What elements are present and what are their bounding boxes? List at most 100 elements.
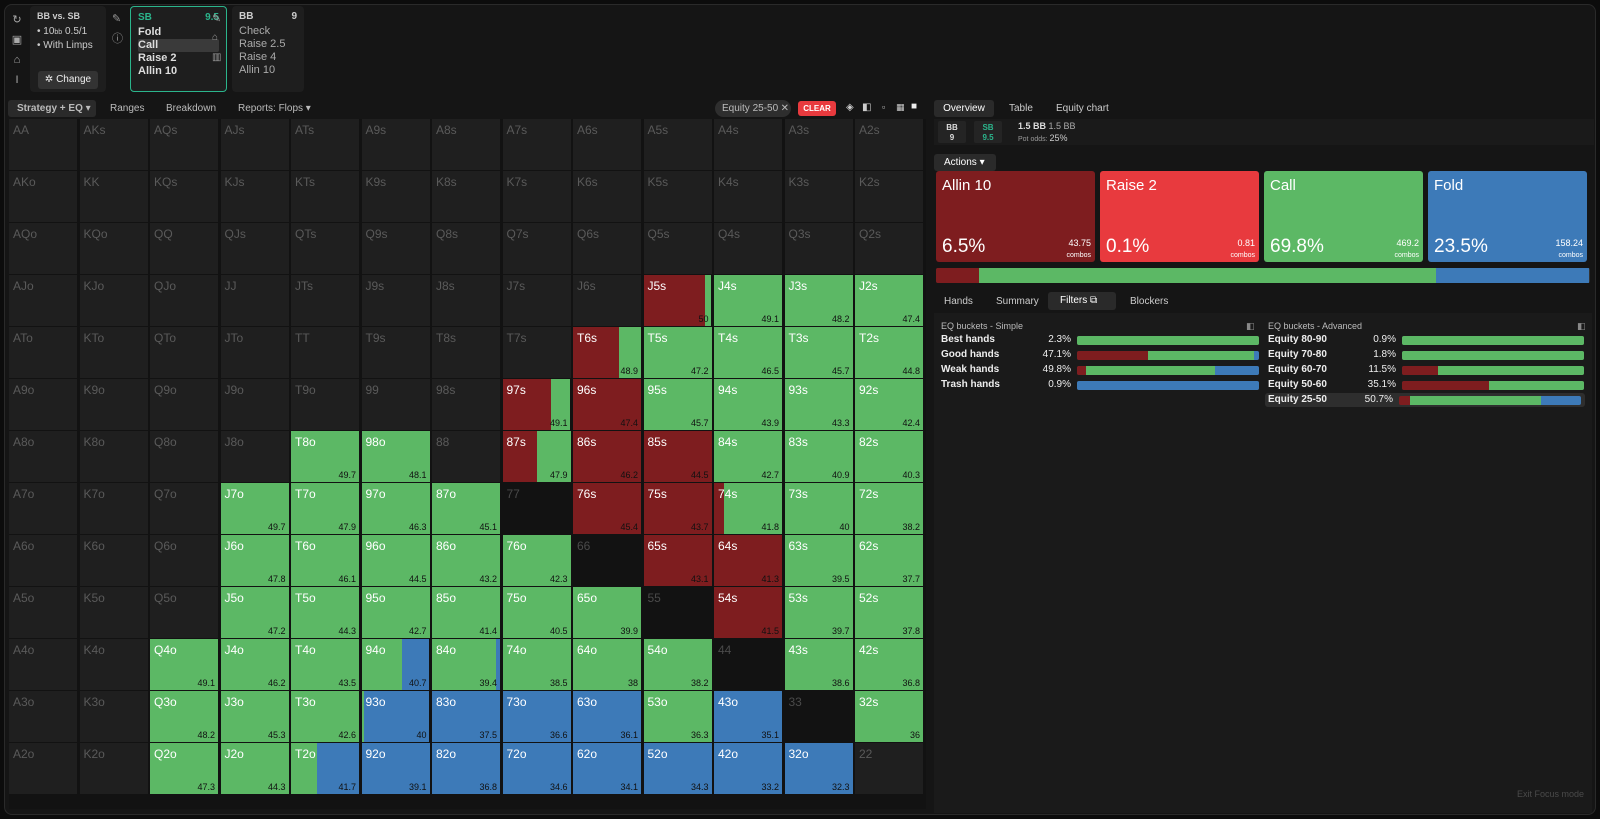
hand-cell[interactable]: AQo [9, 223, 78, 275]
panel-toggle-icon[interactable]: ◧ [1246, 321, 1255, 331]
hand-cell[interactable]: QJs [220, 223, 290, 275]
square-icon[interactable]: ■ [911, 101, 918, 112]
hand-cell[interactable]: 49.7 J7o [220, 483, 290, 535]
hand-cell[interactable]: J9o [220, 379, 290, 431]
hand-cell[interactable]: 39.7 53s [784, 587, 854, 639]
hand-cell[interactable]: 35.1 43o [714, 691, 783, 743]
hand-cell[interactable]: Q4s [714, 223, 783, 275]
spot-sb-action[interactable]: Raise 2 [138, 52, 177, 64]
hand-cell[interactable]: 33 [784, 691, 854, 743]
panel-toggle-icon[interactable]: ◧ [1577, 321, 1586, 331]
hand-cell[interactable]: 39.4 84o [432, 639, 501, 691]
hand-cell[interactable]: 41.8 74s [714, 483, 783, 535]
hand-cell[interactable]: 48.1 98o [361, 431, 431, 483]
close-icon[interactable]: ✕ [780, 103, 790, 114]
hand-cell[interactable]: 43.5 T4o [291, 639, 360, 691]
hand-cell[interactable]: J9s [361, 275, 431, 327]
hand-cell[interactable]: 34.3 52o [643, 743, 713, 795]
hand-cell[interactable]: QQ [150, 223, 219, 275]
hand-cell[interactable]: 45.4 76s [573, 483, 642, 535]
spot-bb-action[interactable]: Raise 2.5 [239, 38, 286, 50]
hand-cell[interactable]: 46.5 T4s [714, 327, 783, 379]
simple-bucket-row[interactable]: Weak hands 49.8% [941, 363, 1263, 377]
book-icon[interactable]: ▥ [212, 52, 222, 63]
filter-chip[interactable]: Equity 25-50 ✕ [715, 100, 791, 117]
hand-cell[interactable]: KQo [79, 223, 149, 275]
tab-filters[interactable]: Filters ⧉ [1048, 292, 1116, 310]
hand-cell[interactable]: J7s [502, 275, 572, 327]
hand-cell[interactable]: K6s [573, 171, 642, 223]
hand-cell[interactable]: 43.9 94s [714, 379, 783, 431]
hand-cell[interactable]: ATs [291, 119, 360, 171]
hand-cell[interactable]: KJs [220, 171, 290, 223]
spot-sb-action[interactable]: Allin 10 [138, 65, 178, 77]
player-sb[interactable]: SB 9.5 [974, 121, 1002, 143]
hand-cell[interactable]: 45.7 T3s [784, 327, 854, 379]
hand-cell[interactable]: 46.3 97o [361, 483, 431, 535]
hand-cell[interactable]: 36.8 82o [432, 743, 501, 795]
hand-cell[interactable]: 47.9 T7o [291, 483, 360, 535]
hand-cell[interactable]: TT [291, 327, 360, 379]
change-button[interactable]: ✲ Change [38, 71, 98, 89]
hand-cell[interactable]: A7o [9, 483, 78, 535]
hand-cell[interactable]: AKo [9, 171, 78, 223]
hand-cell[interactable]: 43.7 75s [643, 483, 713, 535]
hand-cell[interactable]: 43.3 93s [784, 379, 854, 431]
hand-cell[interactable]: 38.2 72s [855, 483, 924, 535]
action-box-raise-2[interactable]: Raise 2 0.1% 0.81 combos [1100, 171, 1259, 262]
hand-cell[interactable]: 43.1 65s [643, 535, 713, 587]
hand-cell[interactable]: 48.9 T6s [573, 327, 642, 379]
hand-cell[interactable]: 40 93o [361, 691, 431, 743]
hand-cell[interactable]: 49.1 97s [502, 379, 572, 431]
spot-bb-panel[interactable]: BB 9 Check Raise 2.5 Raise 4 Allin 10 [232, 6, 304, 92]
spot-sb-action[interactable]: Fold [138, 26, 162, 38]
text-cursor-icon[interactable]: I [15, 74, 19, 86]
advanced-bucket-row[interactable]: Equity 60-70 11.5% [1268, 363, 1588, 377]
hand-cell[interactable]: K2o [79, 743, 149, 795]
hand-cell[interactable]: 55 [643, 587, 713, 639]
spot-bb-action[interactable]: Raise 4 [239, 51, 277, 63]
hand-cell[interactable]: 40.9 83s [784, 431, 854, 483]
spot-sb-panel[interactable]: SB 9.5 Fold Call Raise 2 Allin 10 [130, 6, 227, 92]
tab-hands[interactable]: Hands [944, 296, 973, 307]
hand-cell[interactable]: A3o [9, 691, 78, 743]
hand-cell[interactable]: Q3s [784, 223, 854, 275]
hand-cell[interactable]: A9o [9, 379, 78, 431]
hand-cell[interactable]: QJo [150, 275, 219, 327]
hand-cell[interactable]: 45.1 87o [432, 483, 501, 535]
hand-cell[interactable]: K8o [79, 431, 149, 483]
hand-cell[interactable]: 46.1 T6o [291, 535, 360, 587]
tab-blockers[interactable]: Blockers [1130, 296, 1169, 307]
hand-cell[interactable]: A2o [9, 743, 78, 795]
hand-cell[interactable]: 37.8 52s [855, 587, 924, 639]
hand-cell[interactable]: ATo [9, 327, 78, 379]
hand-cell[interactable]: 45.3 J3o [220, 691, 290, 743]
hand-cell[interactable]: K3s [784, 171, 854, 223]
hand-cell[interactable]: Q9s [361, 223, 431, 275]
save-icon[interactable]: ▣ [11, 34, 23, 46]
action-box-allin-10[interactable]: Allin 10 6.5% 43.75 combos [936, 171, 1095, 262]
hand-cell[interactable]: K7o [79, 483, 149, 535]
tab-equity-chart[interactable]: Equity chart [1056, 103, 1109, 114]
gamepad-icon[interactable]: ⌂ [13, 54, 21, 66]
hand-cell[interactable]: 42.6 T3o [291, 691, 360, 743]
hand-cell[interactable]: 39.9 65o [573, 587, 642, 639]
hand-cell[interactable]: K5s [643, 171, 713, 223]
hand-cell[interactable]: A6s [573, 119, 642, 171]
hand-cell[interactable]: 47.4 96s [573, 379, 642, 431]
hand-cell[interactable]: 37.5 83o [432, 691, 501, 743]
hand-cell[interactable]: 39.1 92o [361, 743, 431, 795]
cube-icon[interactable]: ◈ [846, 102, 854, 113]
hand-cell[interactable]: J6s [573, 275, 642, 327]
hand-cell[interactable]: AKs [79, 119, 149, 171]
hand-cell[interactable]: 77 [502, 483, 572, 535]
edit-icon[interactable]: ✎ [112, 13, 122, 25]
hand-cell[interactable]: JTo [220, 327, 290, 379]
hand-cell[interactable]: 42.7 84s [714, 431, 783, 483]
hand-cell[interactable]: 47.2 T5s [643, 327, 713, 379]
hand-cell[interactable]: K7s [502, 171, 572, 223]
simple-bucket-row[interactable]: Trash hands 0.9% [941, 378, 1263, 392]
hand-cell[interactable]: A4s [714, 119, 783, 171]
hand-cell[interactable]: KQs [150, 171, 219, 223]
hand-cell[interactable]: Q7s [502, 223, 572, 275]
